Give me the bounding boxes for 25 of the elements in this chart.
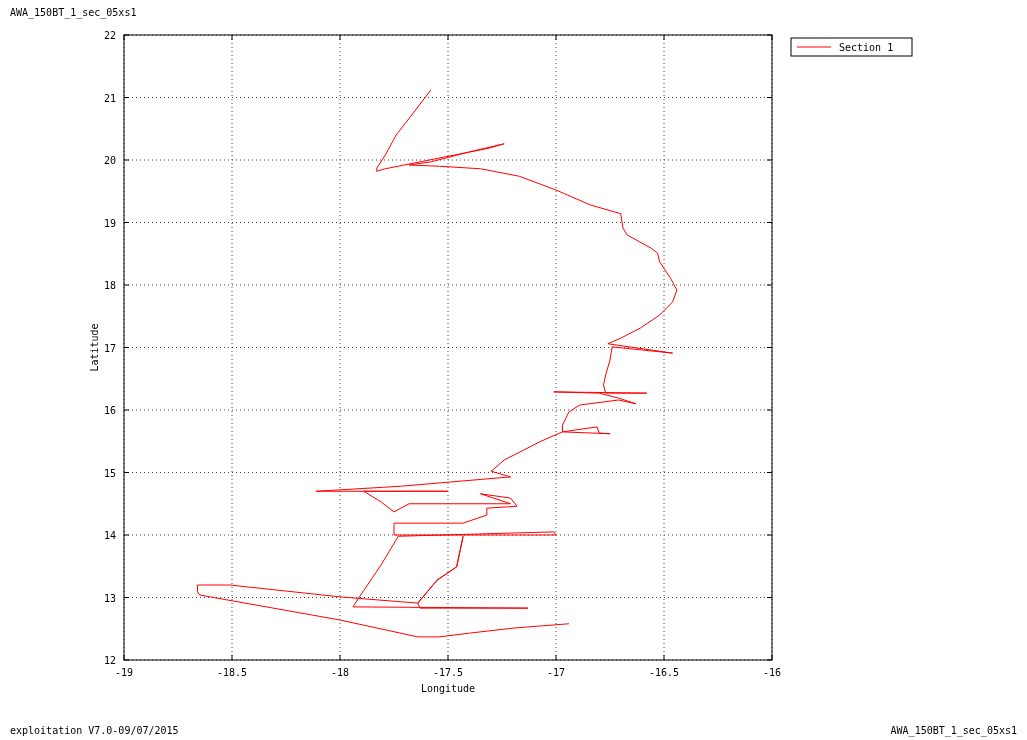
y-tick-label: 21 <box>103 92 116 104</box>
line-series <box>196 89 678 638</box>
y-tick-label: 17 <box>103 342 116 354</box>
chart-title: AWA_150BT_1_sec_05xs1 <box>10 7 137 19</box>
y-tick-label: 12 <box>103 655 116 666</box>
x-tick-label: -18.5 <box>216 667 248 678</box>
y-tick-label: 15 <box>103 467 116 479</box>
y-tick-label: 18 <box>103 280 116 291</box>
x-axis-title: Longitude <box>420 683 476 694</box>
y-axis-title: Latitude <box>89 323 100 372</box>
x-tick-label: -19 <box>114 667 134 678</box>
y-tick-label: 13 <box>103 592 116 604</box>
x-tick-label: -18 <box>330 667 350 678</box>
x-tick-label: -16.5 <box>648 667 680 678</box>
x-tick-label: -17.5 <box>432 667 464 678</box>
text: exploitation V7.0-09/07/2015 <box>10 725 179 736</box>
x-tick-label: -16 <box>762 667 782 678</box>
y-tick-label: 22 <box>103 30 116 41</box>
legend-label: Section 1 <box>839 42 894 53</box>
text: AWA_150BT_1_sec_05xs1 <box>890 725 1017 737</box>
y-tick-label: 16 <box>103 405 116 416</box>
y-tick-label: 19 <box>103 217 116 229</box>
y-tick-label: 14 <box>103 530 116 541</box>
y-tick-label: 20 <box>103 155 116 166</box>
x-tick-label: -17 <box>546 667 566 678</box>
